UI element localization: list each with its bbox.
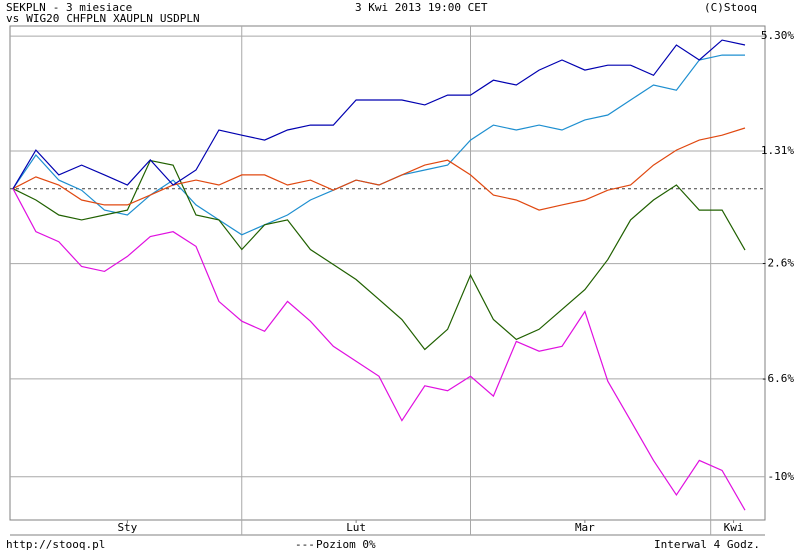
series-line (12, 188, 746, 511)
legend-entry: USDPLN (160, 12, 200, 25)
timestamp: 3 Kwi 2013 19:00 CET (355, 1, 488, 14)
legend-entry: XAUPLN (113, 12, 153, 25)
series-line (12, 127, 746, 211)
chart-title: - 3 miesiace (53, 1, 132, 14)
plot-frame (9, 25, 766, 521)
y-tick-label: -10% (768, 470, 795, 483)
legend-entry: WIG20 (26, 12, 59, 25)
x-tick-label: Sty (117, 521, 137, 534)
footer-url: http://stooq.pl (6, 538, 105, 550)
main-series-name: SEKPLN (6, 1, 46, 14)
y-tick-label: 5.30% (761, 29, 794, 42)
interval-label: Interwal 4 Godz. (654, 538, 760, 550)
copyright: (C)Stooq (704, 1, 757, 14)
x-tick-label: Lut (346, 521, 366, 534)
legend-entry: CHFPLN (66, 12, 106, 25)
baseline-label: Poziom 0% (316, 538, 376, 550)
y-tick-label: -6.6% (761, 372, 794, 385)
x-tick-label: Kwi (724, 521, 744, 534)
series-line (12, 159, 746, 351)
series-line (12, 39, 746, 190)
baseline-legend-dash: --- (295, 538, 315, 550)
y-tick-label: -2.6% (761, 257, 794, 270)
x-tick-label: Mar (575, 521, 595, 534)
y-tick-label: 1.31% (761, 144, 794, 157)
legend-prefix: vs (6, 12, 19, 25)
